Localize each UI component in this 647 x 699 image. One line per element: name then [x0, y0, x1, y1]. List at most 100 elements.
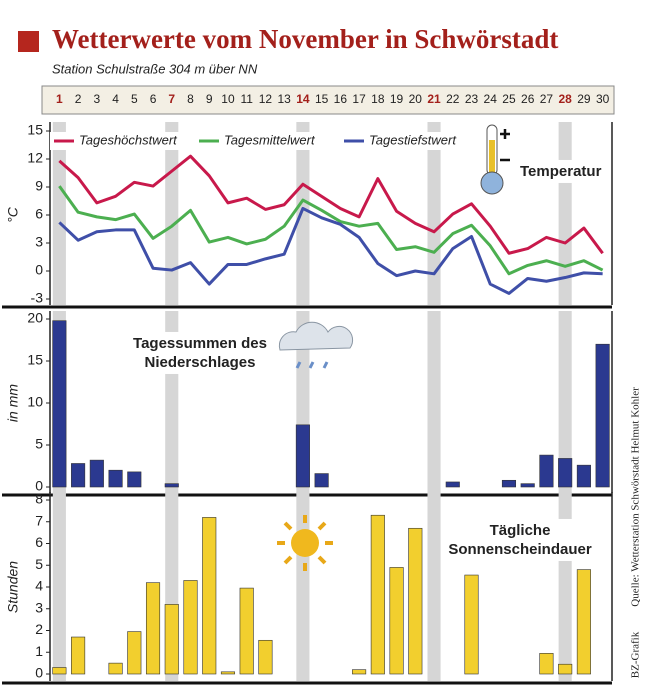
- day-label: 10: [221, 92, 235, 106]
- y-tick-label: 3: [35, 599, 43, 615]
- y-tick-label: 6: [35, 206, 43, 222]
- y-tick-label: 0: [35, 478, 43, 494]
- bar: [71, 636, 86, 675]
- bar: [295, 424, 310, 488]
- y-tick-label: 5: [35, 556, 43, 572]
- bar: [145, 582, 161, 675]
- bar: [595, 343, 610, 488]
- y-tick-label: 20: [27, 310, 43, 326]
- day-label: 29: [577, 92, 591, 106]
- annotation: Temperatur: [520, 163, 602, 180]
- thermometer-fill: [489, 140, 495, 175]
- day-label: 24: [484, 92, 498, 106]
- y-tick-label: 6: [35, 534, 43, 550]
- bar: [164, 604, 179, 675]
- chart-title: Wetterwerte vom November in Schwörstadt: [52, 24, 558, 54]
- bar: [558, 663, 573, 675]
- day-label: 23: [465, 92, 479, 106]
- day-label: 1: [56, 92, 63, 106]
- bar: [89, 459, 104, 488]
- bar: [52, 667, 67, 675]
- annotation-bg: [443, 518, 597, 561]
- day-label: 2: [75, 92, 82, 106]
- y-axis-label: Stunden: [5, 561, 21, 613]
- day-label: 19: [390, 92, 404, 106]
- day-label: 15: [315, 92, 329, 106]
- highlight-band: [52, 492, 66, 681]
- y-tick-label: 8: [35, 491, 43, 507]
- legend-bg: [340, 132, 480, 150]
- y-tick-label: 7: [35, 512, 43, 528]
- day-label: 22: [446, 92, 460, 106]
- highlight-band: [296, 122, 310, 305]
- day-label: 4: [112, 92, 119, 106]
- day-label: 8: [187, 92, 194, 106]
- chart-subtitle: Station Schulstraße 304 m über NN: [52, 61, 258, 76]
- y-axis-label: °C: [5, 206, 21, 223]
- day-label: 3: [93, 92, 100, 106]
- thermometer-bulb: [480, 171, 504, 195]
- bar: [576, 464, 591, 488]
- highlight-band: [296, 492, 310, 681]
- legend-label: Tageshöchstwert: [79, 132, 178, 147]
- bar: [52, 320, 67, 488]
- bar: [539, 653, 554, 675]
- bar: [464, 574, 479, 675]
- cloud: [278, 321, 354, 351]
- day-label: 27: [540, 92, 554, 106]
- y-tick-label: -3: [31, 290, 44, 306]
- line: [58, 206, 603, 295]
- annotation: Tägliche Sonnenscheindauer: [448, 522, 592, 558]
- y-axis-label: in mm: [5, 384, 21, 422]
- bar: [576, 569, 591, 675]
- sun-rays: [277, 515, 333, 571]
- day-label: 16: [334, 92, 348, 106]
- bar: [258, 639, 273, 675]
- day-label: 21: [427, 92, 441, 106]
- legend-bg: [50, 132, 190, 150]
- y-tick-label: 15: [27, 352, 43, 368]
- y-tick-label: 4: [35, 578, 43, 594]
- highlight-band: [52, 122, 66, 305]
- source: Quelle: Wetterstation Schwörstadt Helmut…: [630, 387, 642, 607]
- day-label: 25: [502, 92, 516, 106]
- day-label: 11: [240, 92, 253, 106]
- bar: [108, 469, 123, 488]
- rain: [295, 361, 329, 369]
- bar: [539, 454, 554, 488]
- annotation-bg: [128, 331, 272, 374]
- highlight-band: [427, 311, 441, 493]
- bar: [183, 580, 198, 675]
- bar: [220, 671, 236, 675]
- legend-label: Tagestiefstwert: [369, 132, 457, 147]
- y-tick-label: 0: [35, 262, 43, 278]
- day-label: 6: [150, 92, 157, 106]
- highlight-band: [427, 122, 441, 305]
- credit: BZ-Grafik: [630, 631, 642, 678]
- line: [58, 185, 604, 276]
- day-label: 7: [168, 92, 175, 106]
- legend-label: Tagesmittelwert: [224, 132, 316, 147]
- bar: [71, 463, 86, 488]
- day-label: 12: [259, 92, 273, 106]
- legend-bg: [195, 132, 335, 150]
- bar: [239, 587, 254, 675]
- bar: [408, 527, 423, 675]
- day-strip: [41, 85, 615, 115]
- bar: [370, 514, 385, 675]
- sun: [291, 529, 319, 557]
- bar: [520, 483, 535, 488]
- y-tick-label: 1: [35, 643, 43, 659]
- bar: [127, 631, 142, 675]
- day-label: 26: [521, 92, 535, 106]
- day-label: 5: [131, 92, 138, 106]
- day-label: 13: [277, 92, 291, 106]
- bar: [108, 662, 123, 675]
- y-tick-label: 15: [27, 122, 43, 138]
- day-label: 30: [596, 92, 610, 106]
- y-tick-label: 2: [35, 621, 43, 637]
- y-tick-label: 3: [35, 234, 43, 250]
- day-label: 17: [352, 92, 366, 106]
